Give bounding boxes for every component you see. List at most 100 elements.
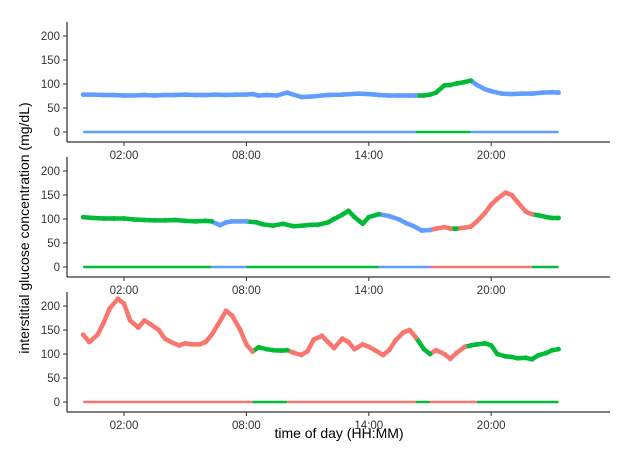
- glucose-point: [217, 222, 223, 228]
- glucose-point: [454, 81, 459, 86]
- y-tick-label: 100: [41, 214, 60, 226]
- glucose-point: [433, 226, 439, 232]
- glucose-point: [403, 220, 408, 226]
- glucose-point: [539, 90, 545, 95]
- chart-panel: 0 50 100 150 200 02:00 08:00 14:00 20:00: [41, 157, 610, 297]
- glucose-point: [209, 219, 215, 224]
- glucose-point: [339, 92, 345, 97]
- glucose-point: [193, 219, 198, 224]
- glucose-point: [264, 346, 270, 352]
- glucose-point: [468, 343, 474, 348]
- glucose-point: [209, 332, 215, 338]
- glucose-point: [299, 352, 304, 358]
- glucose-point: [182, 218, 188, 224]
- glucose-point: [454, 226, 459, 232]
- glucose-point: [441, 351, 447, 357]
- x-tick-label: 14:00: [354, 285, 383, 297]
- x-tick-label: 14:00: [354, 150, 383, 162]
- glucose-point: [233, 92, 239, 97]
- glucose-point: [168, 339, 174, 345]
- x-tick-label: 20:00: [477, 420, 506, 432]
- y-tick-label: 150: [41, 190, 60, 202]
- x-tick-label: 08:00: [232, 150, 261, 162]
- glucose-point: [162, 218, 168, 223]
- glucose-trace-segment: [427, 224, 453, 233]
- glucose-point: [433, 347, 439, 353]
- glucose-point: [127, 318, 133, 323]
- y-tick-label: 100: [41, 79, 60, 91]
- glucose-point: [256, 344, 261, 350]
- glucose-point: [515, 199, 521, 205]
- glucose-trace-segment: [80, 90, 418, 100]
- glucose-point: [250, 349, 255, 354]
- glucose-point: [331, 216, 337, 222]
- glucose-point: [260, 221, 266, 227]
- glucose-point: [448, 356, 453, 362]
- x-tick-label: 20:00: [477, 285, 506, 297]
- glucose-point: [474, 82, 480, 88]
- glucose-point: [380, 352, 386, 358]
- glucose-point: [305, 348, 310, 354]
- glucose-point: [91, 92, 96, 97]
- glucose-point: [529, 356, 535, 362]
- glucose-point: [509, 354, 514, 360]
- glucose-point: [131, 217, 137, 222]
- glucose-point: [229, 219, 235, 224]
- glucose-point: [223, 220, 229, 225]
- glucose-point: [535, 353, 541, 358]
- y-tick-label: 200: [41, 31, 60, 43]
- glucose-point: [352, 214, 357, 220]
- glucose-point: [441, 83, 447, 88]
- glucose-point: [203, 92, 209, 98]
- glucose-point: [411, 223, 417, 229]
- glucose-point: [152, 218, 158, 223]
- x-tick-label: 08:00: [232, 420, 261, 432]
- glucose-point: [331, 345, 337, 351]
- glucose-point: [360, 342, 366, 347]
- glucose-point: [244, 92, 249, 97]
- x-tick-label: 02:00: [110, 285, 139, 297]
- glucose-point: [376, 92, 382, 98]
- glucose-trace-segment: [454, 190, 535, 231]
- glucose-point: [111, 216, 117, 221]
- chart-panel: 0 50 100 150 200 02:00 08:00 14:00 20:00: [41, 22, 610, 162]
- y-tick-label: 0: [54, 262, 60, 274]
- glucose-point: [346, 208, 351, 214]
- glucose-point: [142, 217, 147, 223]
- glucose-point: [550, 89, 555, 95]
- glucose-point: [419, 228, 425, 233]
- glucose-point: [509, 91, 514, 97]
- y-tick-label: 50: [47, 373, 60, 385]
- glucose-point: [86, 339, 92, 345]
- glucose-point: [523, 209, 529, 215]
- glucose-point: [148, 321, 153, 327]
- chart-panel: 0 50 100 150 200 02:00 08:00 14:00 20:00: [41, 292, 610, 432]
- glucose-point: [433, 90, 439, 95]
- glucose-point: [121, 93, 127, 98]
- glucose-point: [503, 190, 508, 196]
- glucose-point: [474, 342, 480, 347]
- glucose-point: [176, 343, 182, 348]
- glucose-point: [376, 211, 382, 217]
- glucose-point: [223, 308, 229, 314]
- glucose-point: [264, 92, 270, 98]
- y-tick-label: 50: [47, 238, 60, 250]
- glucose-point: [523, 355, 529, 361]
- glucose-point: [421, 346, 427, 352]
- glucose-point: [372, 347, 378, 353]
- glucose-point: [131, 93, 137, 98]
- glucose-point: [182, 92, 188, 97]
- glucose-point: [311, 337, 317, 342]
- glucose-point: [193, 92, 198, 98]
- x-tick-label: 08:00: [232, 285, 261, 297]
- glucose-point: [488, 88, 494, 94]
- glucose-point: [280, 221, 286, 227]
- glucose-point: [360, 221, 366, 227]
- glucose-point: [488, 202, 494, 208]
- glucose-point: [156, 327, 162, 333]
- glucose-point: [217, 319, 223, 324]
- glucose-trace-segment: [413, 334, 433, 357]
- y-tick-label: 200: [41, 301, 60, 313]
- glucose-point: [256, 93, 261, 98]
- glucose-point: [413, 334, 419, 340]
